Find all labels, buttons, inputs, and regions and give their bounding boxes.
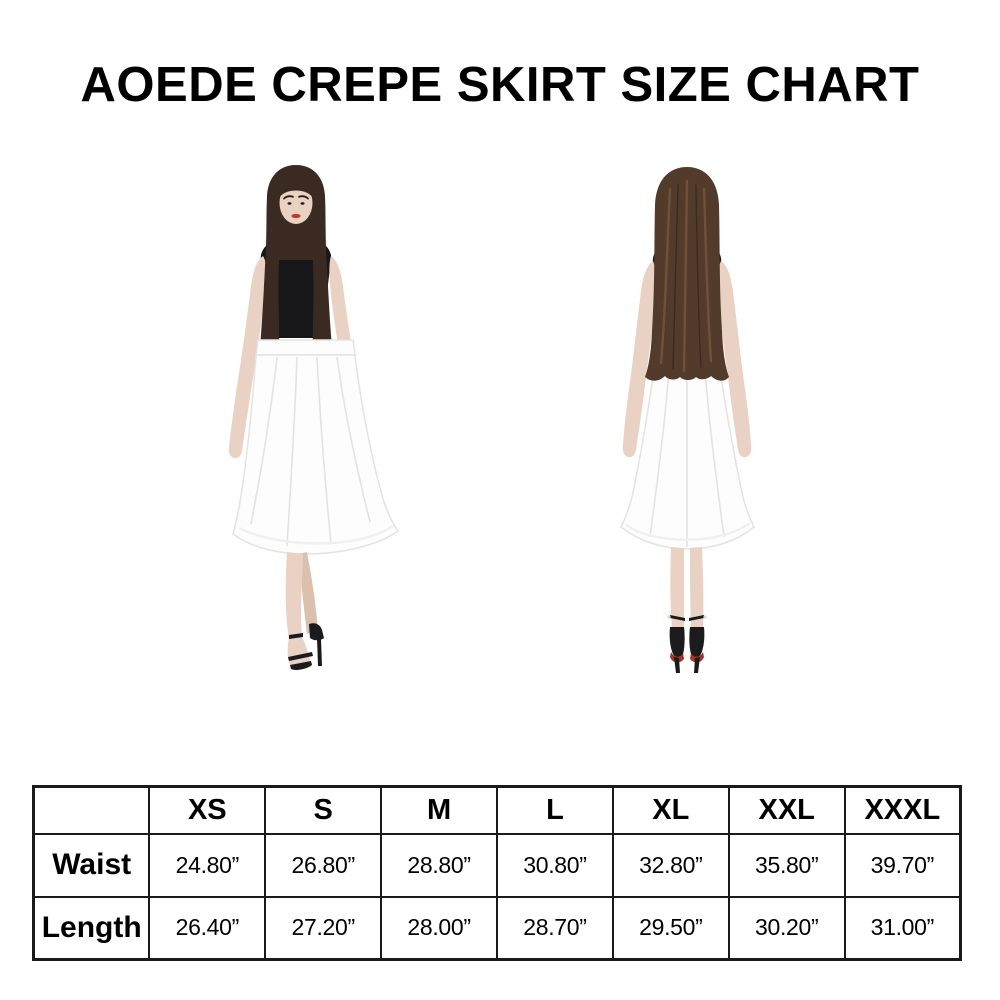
table-row-length: Length 26.40” 27.20” 28.00” 28.70” 29.50… [32,895,962,961]
cell-length-l: 28.70” [496,895,614,961]
model-front-heels [288,623,324,670]
cell-length-m: 28.00” [380,895,498,961]
size-table: XS S M L XL XXL XXXL Waist 24.80” 26.80”… [32,785,962,961]
cell-length-s: 27.20” [264,895,383,961]
corner-cell [32,785,151,835]
cell-waist-xxxl: 39.70” [843,832,962,898]
col-header-l: L [496,785,614,835]
cell-waist-m: 28.80” [380,832,498,898]
model-back-hair [645,167,729,381]
table-row-waist: Waist 24.80” 26.80” 28.80” 30.80” 32.80”… [32,832,962,898]
model-front-skirt [232,339,400,555]
col-header-xl: XL [611,785,730,835]
model-back-heels [667,615,707,673]
cell-waist-l: 30.80” [496,832,614,898]
model-front-legs [285,552,318,671]
col-header-m: M [380,785,498,835]
col-header-xxxl: XXXL [843,785,962,835]
cell-length-xxxl: 31.00” [843,895,962,961]
col-header-xs: XS [148,785,267,835]
row-label-waist: Waist [32,832,151,898]
model-front-hair [258,165,334,372]
cell-waist-xxl: 35.80” [727,832,846,898]
size-table-header-row: XS S M L XL XXL XXXL [32,785,962,835]
cell-length-xs: 26.40” [148,895,267,961]
page-title: AOEDE CREPE SKIRT SIZE CHART [80,57,920,112]
cell-waist-s: 26.80” [264,832,383,898]
cell-length-xxl: 30.20” [727,895,846,961]
model-back-legs [670,547,704,629]
row-label-length: Length [32,895,151,961]
cell-length-xl: 29.50” [611,895,730,961]
model-front-photo [228,165,400,671]
col-header-xxl: XXL [727,785,846,835]
col-header-s: S [264,785,383,835]
cell-waist-xl: 32.80” [611,832,730,898]
model-front-face [279,173,313,224]
model-back-arms [622,261,752,458]
cell-waist-xs: 24.80” [148,832,267,898]
model-back-photo [620,167,755,673]
